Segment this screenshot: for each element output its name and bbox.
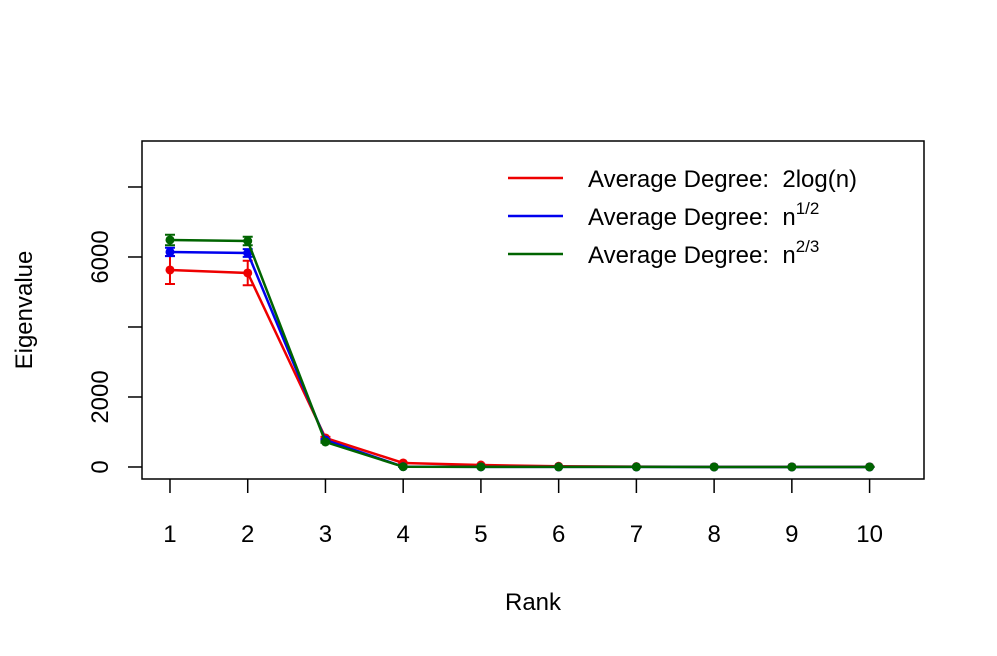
series-line	[169, 268, 870, 469]
point	[865, 462, 875, 472]
x-tick-label: 3	[319, 521, 332, 548]
legend-name: Average Degree: 2log(n)	[588, 166, 857, 193]
x-axis-label: Rank	[505, 589, 562, 616]
point	[243, 236, 253, 246]
point	[243, 268, 253, 278]
x-tick-label: 2	[241, 521, 254, 548]
point	[165, 247, 175, 257]
legend-label: Average Degree: 2log(n)	[588, 166, 857, 193]
legend-name: Average Degree: n	[588, 204, 796, 231]
y-tick-label: 6000	[87, 230, 114, 283]
point	[165, 265, 175, 275]
x-tick-label: 6	[552, 521, 565, 548]
plot-box	[141, 140, 925, 480]
legend-superscript: 1/2	[796, 199, 820, 218]
y-tick-label: 2000	[87, 370, 114, 423]
legend-superscript: 2/3	[796, 237, 820, 256]
x-tick-label: 10	[856, 521, 883, 548]
x-tick-label: 1	[163, 521, 176, 548]
point	[709, 462, 719, 472]
point	[476, 462, 486, 472]
legend-label: Average Degree: n1/2	[588, 199, 819, 231]
series-line	[169, 238, 870, 469]
legend-label: Average Degree: n2/3	[588, 237, 819, 269]
x-tick-label: 8	[707, 521, 720, 548]
x-tick-label: 7	[630, 521, 643, 548]
point	[165, 235, 175, 245]
x-tick-label: 4	[397, 521, 410, 548]
point	[398, 462, 408, 472]
point	[554, 462, 564, 472]
series-line	[169, 250, 870, 469]
legend-name: Average Degree: n	[588, 242, 796, 269]
point	[787, 462, 797, 472]
x-tick-label: 5	[474, 521, 487, 548]
point	[320, 437, 330, 447]
y-axis-label: Eigenvalue	[11, 251, 38, 370]
point	[243, 248, 253, 258]
x-tick-label: 9	[785, 521, 798, 548]
y-tick-label: 0	[87, 460, 114, 473]
point	[631, 462, 641, 472]
